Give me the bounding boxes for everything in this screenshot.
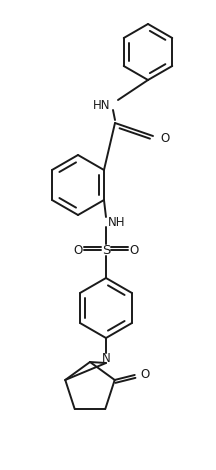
Text: NH: NH — [108, 216, 125, 228]
Text: O: O — [73, 243, 83, 257]
Text: O: O — [129, 243, 139, 257]
Text: O: O — [160, 132, 169, 144]
Text: HN: HN — [92, 99, 110, 111]
Text: S: S — [102, 243, 110, 257]
Text: O: O — [141, 368, 150, 382]
Text: N: N — [102, 352, 110, 365]
